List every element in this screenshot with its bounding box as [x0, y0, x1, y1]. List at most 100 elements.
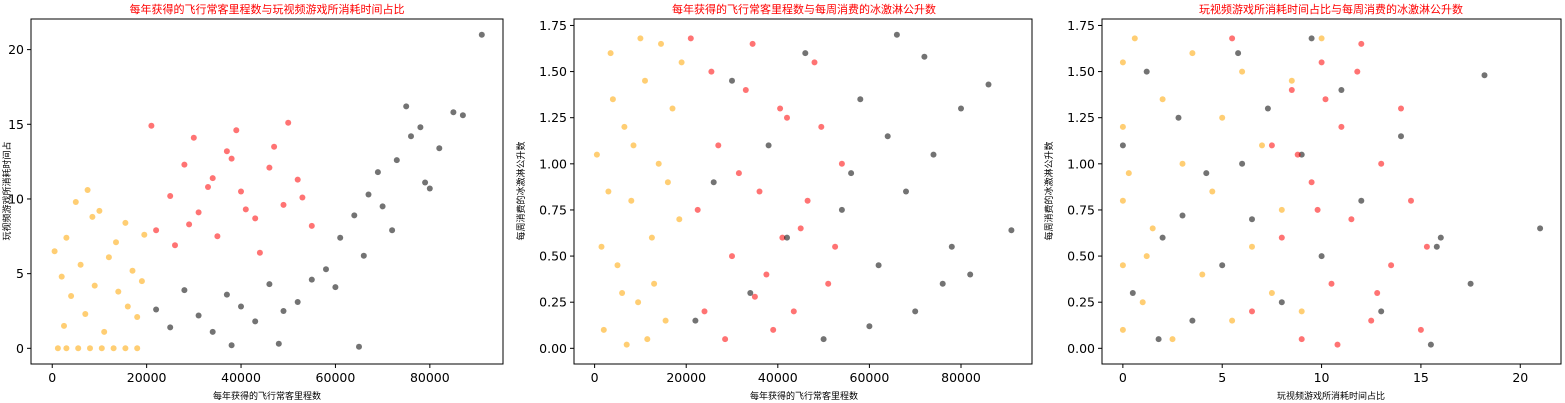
y-tick-label: 0: [16, 341, 24, 356]
x-ticks: 0 20000 40000 60000 80000: [591, 364, 981, 385]
scatter-point: [393, 157, 400, 164]
scatter-point: [623, 341, 630, 348]
scatter-point: [1318, 35, 1325, 42]
scatter-point: [1119, 142, 1126, 149]
scatter-point: [619, 290, 626, 296]
x-tick-label: 20: [1512, 370, 1528, 385]
y-tick-label: 0.50: [539, 249, 567, 264]
y-tick-label: 1.75: [1067, 18, 1095, 33]
y-axis-label: 每周消费的冰激淋公升数: [1043, 141, 1055, 240]
scatter-point: [98, 345, 105, 352]
scatter-point: [478, 31, 485, 38]
scatter-point: [1388, 262, 1395, 269]
scatter-point: [818, 123, 825, 130]
scatter-point: [1229, 35, 1236, 42]
scatter-panel-3: 玩视频游戏所消耗时间占比与每周消费的冰激淋公升数 0 5 10 15 20 0.000.…: [1043, 2, 1562, 402]
scatter-point: [1189, 50, 1196, 57]
scatter-point: [751, 293, 758, 300]
scatter-point: [1308, 35, 1315, 42]
scatter-point: [742, 87, 749, 93]
x-tick-label: 15: [1413, 370, 1429, 385]
scatter-point: [356, 343, 362, 350]
scatter-point: [129, 267, 136, 274]
x-ticks: 0 20000 40000 60000 80000: [48, 364, 450, 385]
scatter-point: [87, 345, 93, 352]
y-tick-label: 1.25: [1067, 110, 1095, 125]
scatter-point: [1119, 123, 1126, 130]
scatter-point: [1264, 105, 1271, 112]
scatter-point: [715, 142, 722, 149]
scatter-point: [687, 35, 694, 42]
scatter-point: [1358, 197, 1365, 204]
scatter-panel-1: 每年获得的飞行常客里程数与玩视频游戏所消耗时间占比 0 20000 40000 600…: [1, 2, 504, 402]
scatter-point: [422, 179, 429, 186]
scatter-point: [337, 234, 344, 241]
scatter-point: [669, 105, 676, 112]
scatter-point: [153, 306, 160, 313]
scatter-point: [1398, 133, 1404, 140]
panel-title: 每年获得的飞行常客里程数与玩视频游戏所消耗时间占比: [130, 2, 405, 16]
scatter-point: [280, 308, 287, 314]
scatter-point: [1119, 59, 1126, 66]
scatter-point: [710, 179, 717, 186]
scatter-point: [985, 81, 992, 88]
scatter-point: [153, 227, 160, 234]
scatter-point: [266, 281, 273, 288]
scatter-point: [294, 299, 301, 305]
scatter-point: [958, 105, 964, 112]
scatter-point: [113, 239, 119, 246]
x-tick-label: 5: [1218, 370, 1226, 385]
scatter-point: [642, 77, 648, 84]
scatter-point: [609, 96, 616, 103]
scatter-point: [1348, 216, 1355, 223]
scatter-point: [195, 312, 202, 319]
scatter-point: [167, 324, 174, 331]
scatter-point: [209, 175, 216, 182]
scatter-panel-2: 每年获得的飞行常客里程数与每周消费的冰激淋公升数 0 20000 40000 6000…: [515, 2, 1033, 402]
y-ticks: 0 5 10 15 20: [8, 42, 31, 356]
y-tick-label: 1.50: [539, 64, 567, 79]
scatter-point: [252, 318, 259, 325]
y-tick-label: 0.25: [1067, 295, 1095, 310]
scatter-point: [285, 119, 292, 126]
x-tick-label: 0: [1119, 370, 1127, 385]
scatter-point: [648, 234, 655, 241]
scatter-point: [921, 53, 928, 60]
scatter-point: [294, 176, 301, 183]
y-tick-label: 0.75: [1067, 202, 1095, 217]
scatter-point: [82, 311, 89, 317]
scatter-point: [857, 96, 864, 103]
scatter-point: [912, 308, 919, 315]
scatter-point: [1155, 336, 1162, 343]
scatter-point: [1239, 160, 1246, 167]
scatter-point: [838, 206, 845, 213]
scatter-point: [1179, 212, 1186, 219]
scatter-point: [105, 254, 112, 261]
scatter-point: [770, 326, 777, 333]
scatter-point: [63, 345, 70, 352]
y-axis-label: 每周消费的冰激淋公升数: [515, 141, 527, 240]
y-tick-label: 1.00: [1067, 156, 1095, 171]
panel-title: 玩视频游戏所消耗时间占比与每周消费的冰激淋公升数: [1199, 2, 1463, 16]
x-tick-label: 80000: [941, 370, 981, 385]
scatter-point: [1328, 280, 1335, 287]
y-tick-label: 0.50: [1067, 249, 1095, 264]
scatter-point: [141, 231, 148, 238]
y-tick-label: 0.00: [1067, 341, 1095, 356]
scatter-point: [614, 262, 621, 269]
scatter-point: [223, 148, 230, 155]
scatter-point: [72, 199, 79, 205]
scatter-point: [664, 179, 671, 186]
scatter-point: [903, 188, 909, 195]
scatter-point: [607, 50, 614, 57]
scatter-point: [1203, 170, 1210, 177]
scatter-point: [228, 155, 235, 162]
scatter-point: [299, 194, 306, 201]
y-ticks: 0.00 0.25 0.50 0.75 1.00 1.25 1.50 1.75: [539, 18, 574, 356]
scatter-point: [1249, 216, 1255, 223]
scatter-point: [1437, 234, 1444, 241]
scatter-point: [722, 336, 729, 343]
scatter-point: [1308, 179, 1315, 186]
scatter-point: [214, 233, 221, 240]
